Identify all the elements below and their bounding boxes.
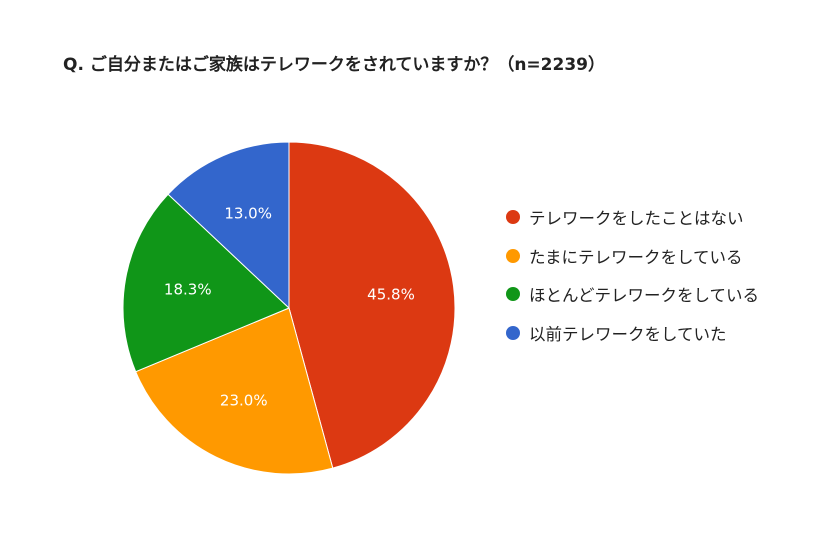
legend-item: ほとんどテレワークをしている (506, 275, 759, 314)
legend-label: 以前テレワークをしていた (529, 324, 727, 344)
pie-slice-previously (167, 141, 290, 310)
legend-item: テレワークをしたことはない (506, 198, 759, 237)
chart-legend: テレワークをしたことはない たまにテレワークをしている ほとんどテレワークをして… (506, 198, 759, 352)
legend-label: ほとんどテレワークをしている (529, 286, 760, 306)
legend-item: 以前テレワークをしていた (506, 314, 759, 353)
legend-swatch (506, 248, 520, 263)
pie-slice-never (288, 141, 456, 469)
slice-label-mostly: 18.3% (164, 281, 212, 299)
legend-label: テレワークをしたことはない (529, 209, 744, 229)
slice-label-previously: 13.0% (224, 205, 272, 223)
legend-item: たまにテレワークをしている (506, 237, 759, 276)
pie-slice-sometimes (135, 307, 334, 475)
legend-swatch (506, 287, 520, 302)
pie-slice-mostly (122, 193, 290, 373)
legend-swatch (506, 325, 520, 340)
legend-swatch (506, 210, 520, 225)
legend-label: たまにテレワークをしている (529, 247, 743, 267)
slice-label-sometimes: 23.0% (220, 391, 268, 409)
chart-title: Q. ご自分またはご家族はテレワークをされていますか？（n=2239） (63, 55, 605, 75)
slice-label-never: 45.8% (367, 285, 415, 303)
